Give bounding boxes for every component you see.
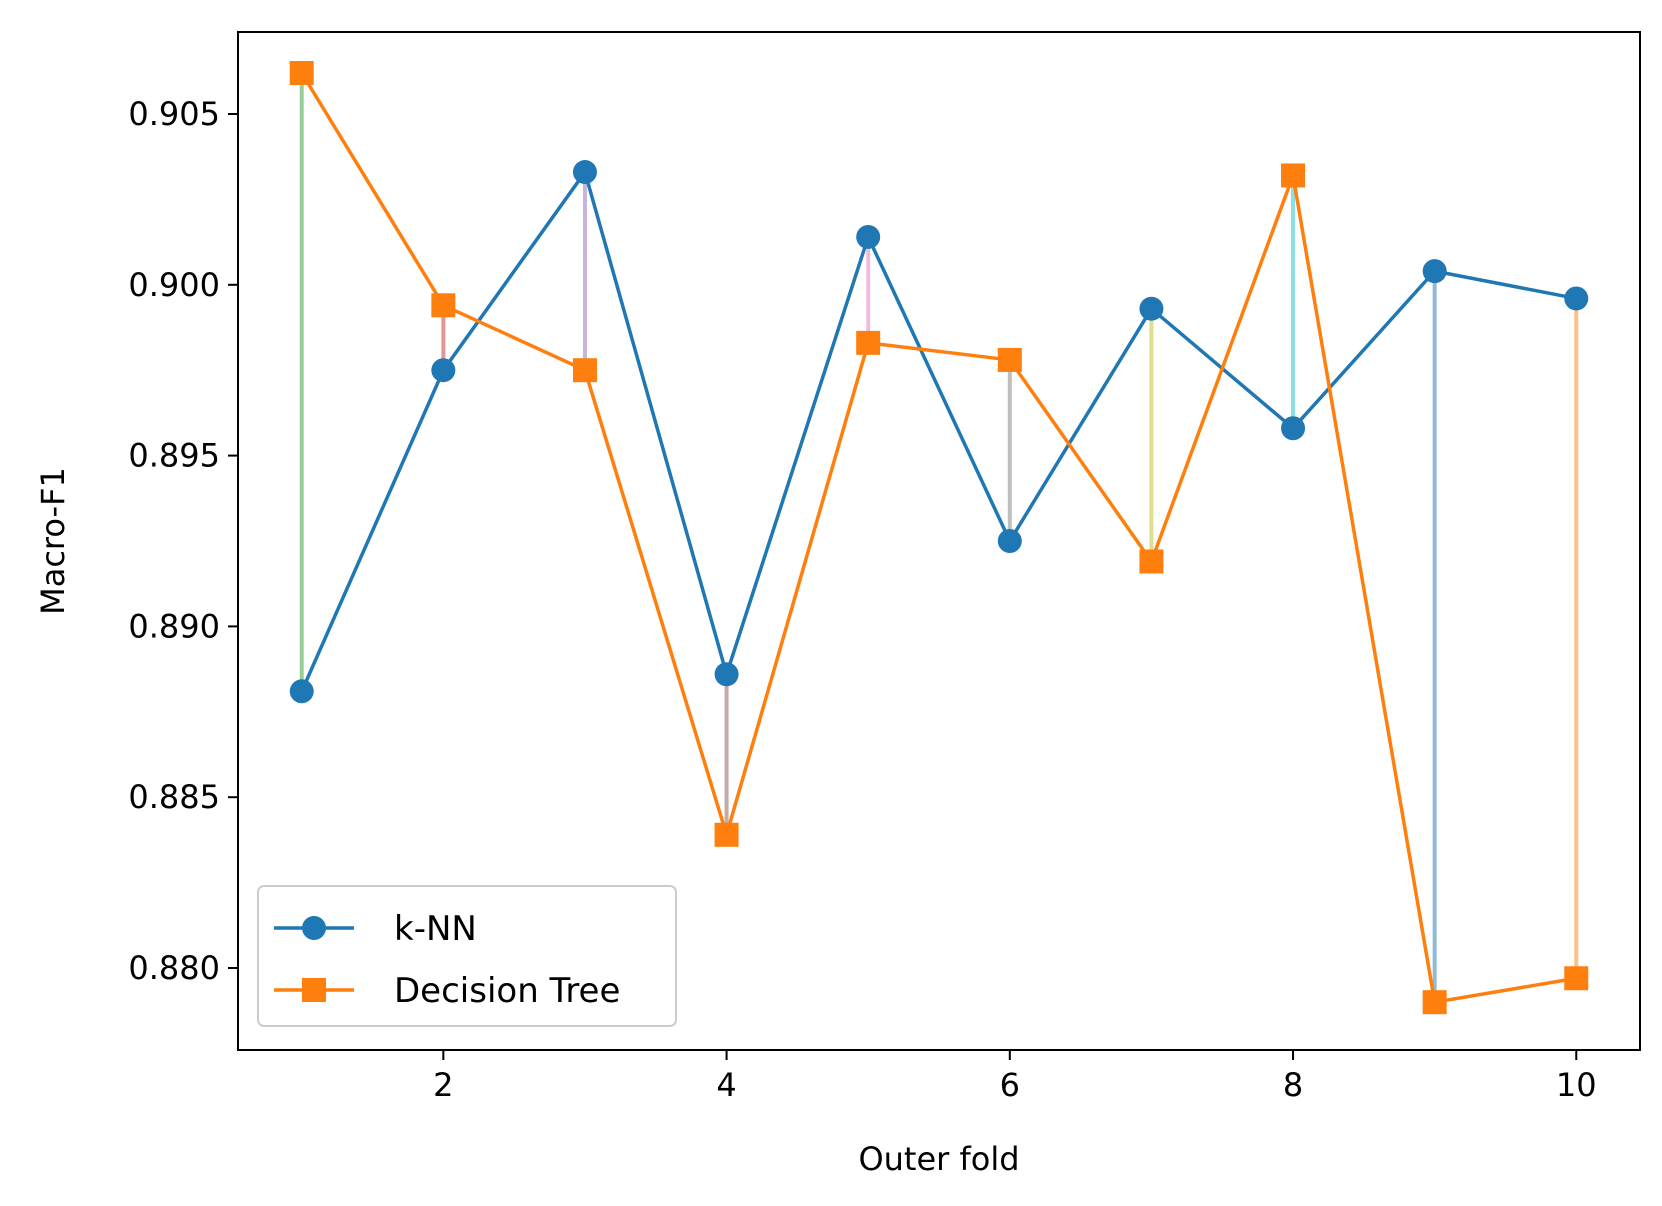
data-point xyxy=(1564,966,1589,991)
y-tick-label: 0.890 xyxy=(128,607,220,645)
x-tick-label: 8 xyxy=(1283,1066,1303,1104)
data-point xyxy=(1281,163,1306,188)
series-line-decision-tree xyxy=(300,72,1577,1004)
series-line-k-nn xyxy=(300,170,1577,693)
data-point xyxy=(431,358,456,383)
plot-frame xyxy=(237,31,1641,1051)
data-point xyxy=(714,662,739,687)
data-point xyxy=(1422,990,1447,1015)
data-point xyxy=(1422,259,1447,284)
data-point xyxy=(997,529,1022,553)
data-point xyxy=(1281,416,1306,441)
legend-label: Decision Tree xyxy=(394,971,620,1011)
legend-box xyxy=(257,885,677,1027)
data-point xyxy=(1139,296,1164,321)
y-tick-label: 0.905 xyxy=(128,95,220,133)
difference-connectors xyxy=(299,72,1579,1003)
y-tick-label: 0.900 xyxy=(128,266,220,304)
series-lines xyxy=(300,72,1577,1004)
x-tick-label: 2 xyxy=(433,1066,453,1104)
y-tick-label: 0.880 xyxy=(128,949,220,987)
legend-marker xyxy=(302,916,326,940)
x-tick-label: 6 xyxy=(1000,1066,1020,1104)
data-point xyxy=(1139,549,1164,574)
x-tick-label: 4 xyxy=(716,1066,736,1104)
legend: k-NN Decision Tree xyxy=(257,885,677,1027)
data-point xyxy=(714,822,739,847)
data-point xyxy=(997,347,1022,372)
data-point xyxy=(289,679,314,704)
data-point xyxy=(572,358,597,383)
data-point xyxy=(1564,286,1589,311)
y-axis-ticks: 0.880 0.885 0.890 0.895 0.900 0.905 xyxy=(128,95,238,987)
data-point xyxy=(289,60,314,85)
y-axis-label: Macro-F1 xyxy=(34,467,72,615)
legend-marker xyxy=(302,978,326,1002)
y-tick-label: 0.895 xyxy=(128,437,220,475)
x-tick-label: 10 xyxy=(1556,1066,1597,1104)
legend-label: k-NN xyxy=(394,909,477,949)
data-point xyxy=(856,224,881,249)
series-markers xyxy=(289,60,1589,1015)
data-point xyxy=(856,330,881,355)
x-axis-ticks: 2 4 6 8 10 xyxy=(433,1050,1597,1104)
data-point xyxy=(431,293,456,318)
y-tick-label: 0.885 xyxy=(128,778,220,816)
data-point xyxy=(572,160,597,185)
x-axis-label: Outer fold xyxy=(858,1140,1019,1178)
